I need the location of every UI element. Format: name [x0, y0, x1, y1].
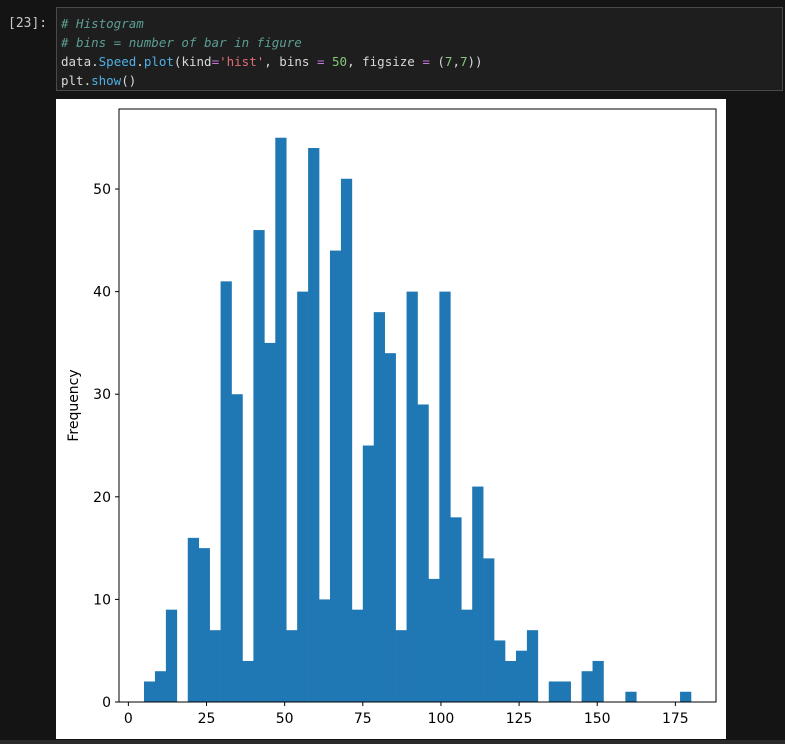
histogram-bar [297, 291, 309, 702]
y-tick-label: 10 [93, 592, 111, 608]
histogram-bar [242, 660, 254, 702]
histogram-bar [450, 517, 462, 702]
histogram-bar [198, 548, 210, 702]
histogram-bar [592, 660, 604, 702]
y-tick-label: 20 [93, 490, 111, 506]
histogram-bar [515, 650, 528, 702]
cell-prompt: [23]: [8, 16, 48, 31]
axes-frame [118, 108, 717, 703]
histogram-bar [264, 342, 276, 702]
histogram-bar [417, 404, 429, 702]
histogram-bar [439, 291, 451, 702]
histogram-bar [461, 609, 473, 702]
x-tick-label: 150 [584, 711, 611, 727]
histogram-bar [406, 291, 418, 702]
code-comment-histogram: # Histogram [61, 16, 144, 31]
histogram-bar [286, 630, 298, 702]
histogram-bar [548, 681, 561, 702]
histogram-chart: 0 25 50 75 100 125 150 175 0 10 20 30 40 50 Frequenc… [66, 108, 717, 727]
histogram-bar [154, 671, 167, 702]
x-tick-label: 50 [276, 711, 294, 727]
code-line-show: plt.show() [61, 73, 137, 88]
code-line-plot: data.Speed.plot(kind='hist', bins = 50, … [61, 54, 483, 69]
histogram-bar [680, 691, 692, 702]
histogram-bar [253, 230, 265, 702]
scroll-edge [0, 740, 785, 744]
histogram-bar [308, 147, 320, 703]
histogram-bar [472, 486, 484, 702]
x-tick-label: 25 [198, 711, 216, 727]
y-tick-label: 30 [93, 387, 111, 403]
x-tick-label: 0 [124, 711, 133, 727]
histogram-bar [581, 671, 593, 702]
y-tick-label: 0 [102, 695, 111, 711]
y-tick-label: 40 [93, 285, 111, 301]
code-comment-bins: # bins = number of bar in figure [61, 35, 302, 50]
code-editor[interactable]: # Histogram # bins = number of bar in fi… [56, 7, 783, 91]
histogram-bar [187, 537, 200, 702]
histogram-bar [362, 445, 375, 702]
histogram-bar [319, 599, 331, 702]
y-axis-label: Frequency [66, 369, 82, 441]
histogram-bar [483, 558, 495, 702]
histogram-bar [625, 691, 637, 702]
histogram-bar [494, 640, 506, 702]
histogram-bar [329, 250, 342, 703]
histogram-bar [220, 281, 232, 702]
histogram-bar [526, 630, 539, 702]
y-tick-label: 50 [93, 182, 111, 198]
histogram-bar [395, 630, 407, 702]
x-tick-label: 125 [506, 711, 533, 727]
histogram-bar [428, 578, 440, 702]
histogram-bar [384, 353, 396, 702]
histogram-bar [209, 630, 221, 702]
histogram-bar [559, 681, 571, 702]
x-tick-label: 75 [354, 711, 372, 727]
histogram-bar [231, 394, 243, 702]
x-tick-label: 175 [662, 711, 689, 727]
histogram-bar [144, 681, 156, 702]
histogram-bar [340, 178, 353, 702]
x-tick-label: 100 [428, 711, 455, 727]
output-area: 0 25 50 75 100 125 150 175 0 10 20 30 40 50 Frequenc… [56, 99, 726, 739]
histogram-bar [275, 137, 287, 703]
histogram-bar [165, 609, 178, 702]
histogram-bar [373, 312, 385, 702]
histogram-bar [351, 609, 364, 702]
histogram-bar [505, 660, 517, 702]
